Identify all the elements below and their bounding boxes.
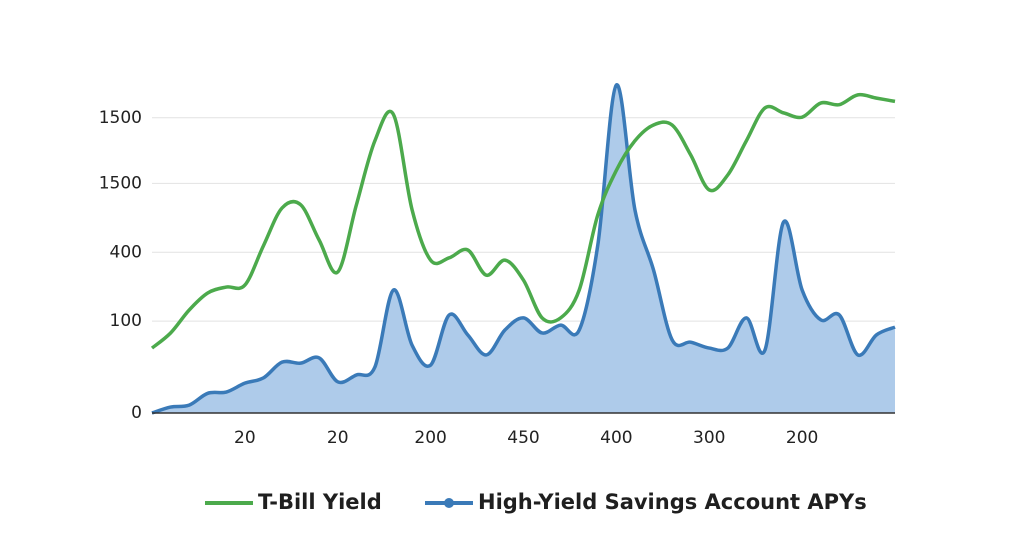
legend-label: High-Yield Savings Account APYs [478, 490, 867, 514]
x-tick-label: 200 [414, 428, 446, 448]
y-tick-label: 100 [110, 311, 142, 331]
x-tick-label: 400 [600, 428, 632, 448]
y-tick-label: 0 [131, 403, 142, 423]
x-tick-label: 300 [693, 428, 725, 448]
legend-label: T-Bill Yield [258, 490, 382, 514]
x-tick-label: 450 [507, 428, 539, 448]
y-tick-label: 1500 [99, 173, 142, 193]
line [150, 92, 896, 350]
area [152, 84, 895, 413]
y-tick-label: 1500 [99, 108, 142, 128]
x-tick-label: 20 [234, 428, 256, 448]
legend-marker [444, 498, 454, 508]
x-tick-label: 200 [786, 428, 818, 448]
line [151, 83, 896, 415]
x-tick-label: 20 [327, 428, 349, 448]
y-tick-label: 400 [110, 242, 142, 262]
